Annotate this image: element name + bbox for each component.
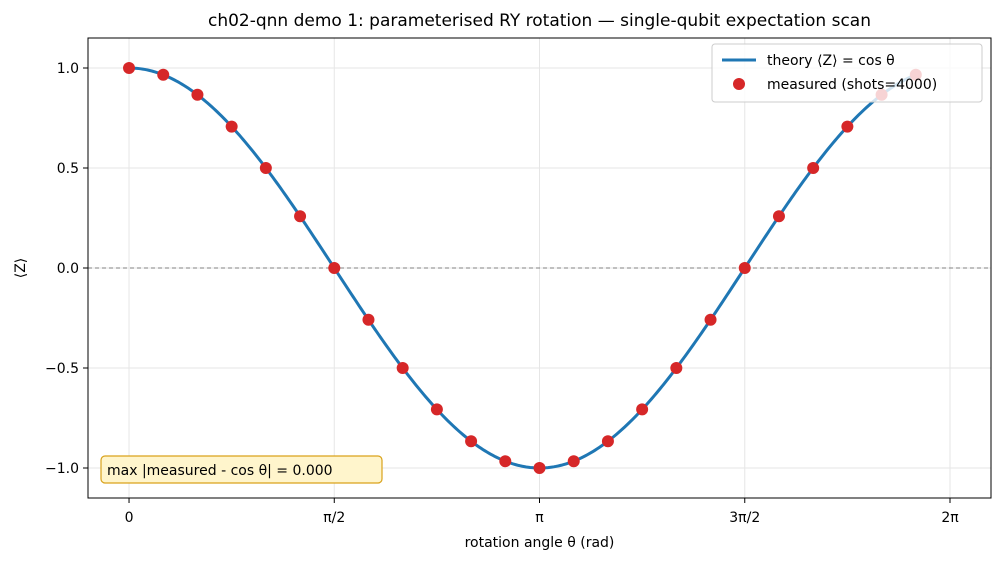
chart-title: ch02-qnn demo 1: parameterised RY rotati… — [208, 11, 871, 31]
y-axis-label: ⟨Z⟩ — [13, 258, 29, 279]
measured-point — [807, 162, 820, 174]
measured-point — [225, 120, 238, 133]
measured-point — [396, 362, 409, 374]
measured-point — [533, 462, 546, 474]
measured-point — [601, 435, 614, 448]
y-tick-label: 1.0 — [57, 61, 79, 77]
measured-point — [430, 403, 443, 416]
measured-point — [191, 88, 204, 101]
legend-measured-swatch — [733, 78, 745, 90]
annotation: max |measured - cos θ| = 0.000 — [100, 455, 383, 484]
legend-box — [711, 43, 983, 103]
measured-point — [636, 403, 649, 416]
annotation-text: max |measured - cos θ| = 0.000 — [107, 463, 333, 479]
x-axis-label: rotation angle θ (rad) — [465, 535, 615, 551]
y-tick-label: −1.0 — [45, 461, 79, 477]
measured-point — [465, 435, 478, 448]
y-tick-label: 0.0 — [57, 261, 79, 277]
x-tick-label: 2π — [941, 510, 959, 526]
measured-point — [328, 262, 341, 274]
measured-point — [670, 362, 683, 374]
legend-measured-label: measured (shots=4000) — [767, 77, 937, 93]
x-tick-label: 3π/2 — [729, 510, 760, 526]
theory-curve — [129, 66, 917, 470]
measured-point — [157, 68, 170, 81]
x-tick-label: π — [535, 510, 544, 526]
measured-point — [738, 262, 751, 274]
measured-point — [841, 120, 854, 133]
y-tick-label: 0.5 — [57, 161, 79, 177]
theory-series — [129, 66, 917, 470]
measured-point — [123, 62, 136, 74]
measured-point — [294, 210, 307, 223]
x-tick-label: 0 — [125, 510, 134, 526]
y-tick-label: −0.5 — [45, 361, 79, 377]
tick-layer: 0 π/2 π 3π/2 2π 1.0 0.5 0.0 −0.5 −1.0 — [45, 61, 959, 526]
measured-point — [567, 455, 580, 468]
measured-point — [259, 162, 272, 174]
measured-point — [362, 313, 375, 326]
legend: theory ⟨Z⟩ = cos θ measured (shots=4000) — [711, 43, 983, 103]
measured-point — [499, 455, 512, 468]
legend-theory-label: theory ⟨Z⟩ = cos θ — [767, 53, 895, 69]
annotation-box — [100, 455, 383, 484]
x-tick-label: π/2 — [323, 510, 345, 526]
measured-point — [704, 313, 717, 326]
measured-point — [772, 210, 785, 223]
